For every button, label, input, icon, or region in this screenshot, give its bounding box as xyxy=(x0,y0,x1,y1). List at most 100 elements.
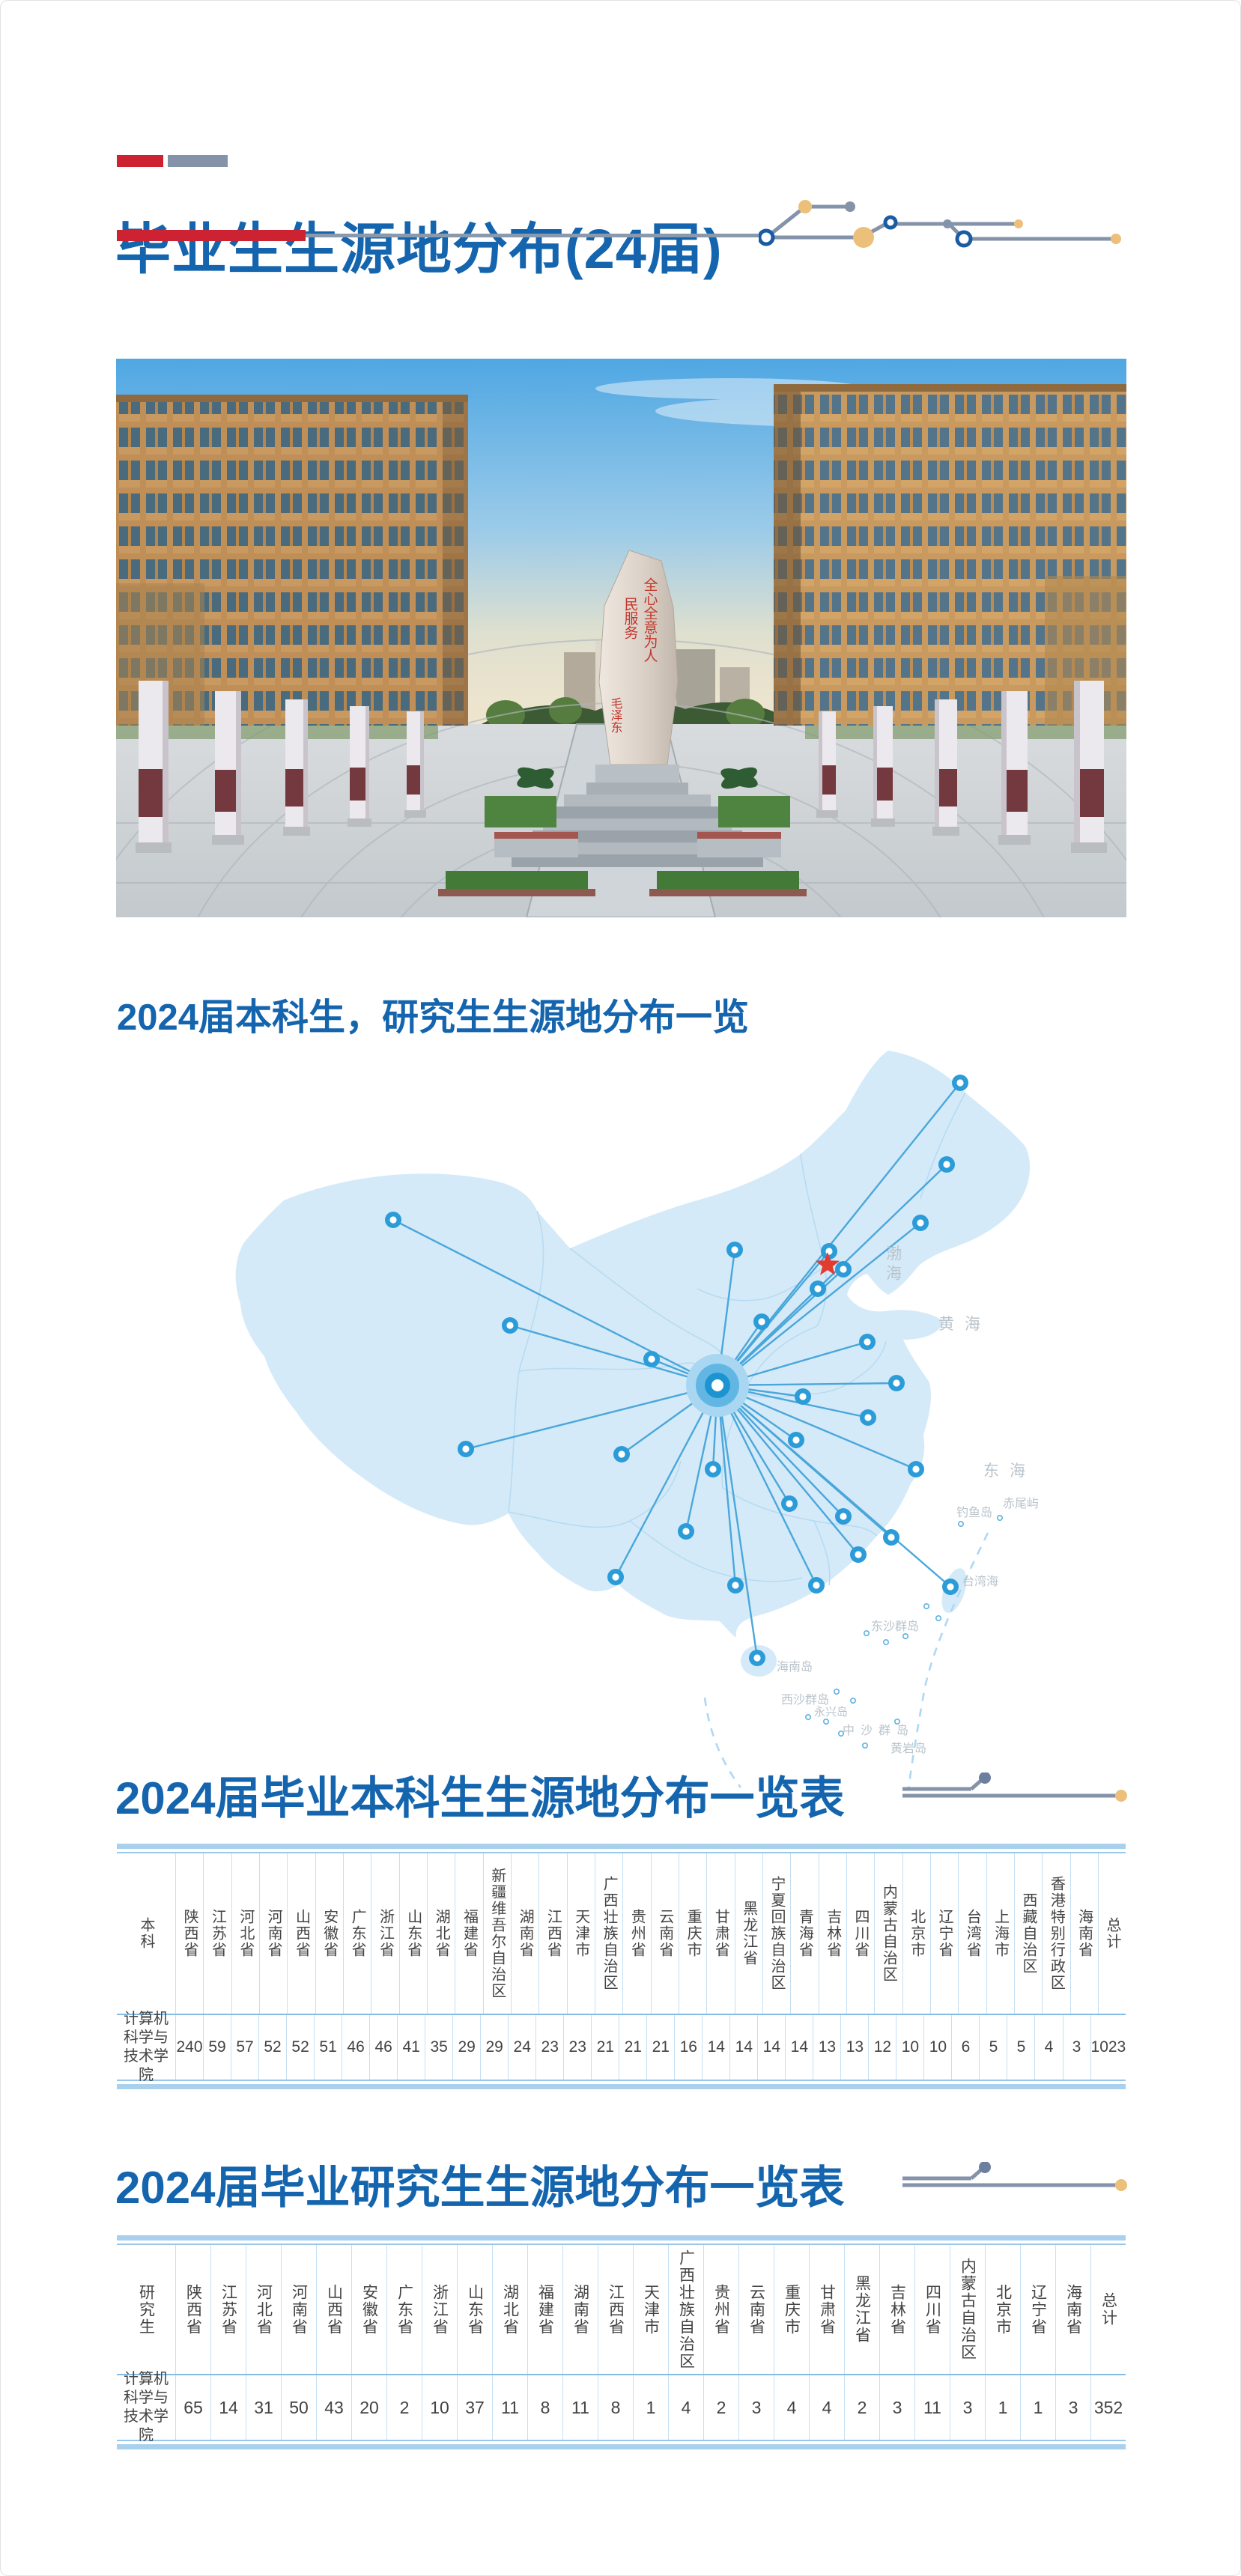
map-province-dot-core xyxy=(840,1266,847,1273)
table-cell-value: 23 xyxy=(563,2015,591,2080)
map-sea-label: 东沙群岛 xyxy=(871,1620,919,1633)
table-col-header: 浙江省 xyxy=(371,1853,398,2014)
monument-inscription-line2: 民服务 xyxy=(622,597,639,640)
table-cell-value: 52 xyxy=(286,2015,314,2080)
table-cell-value: 3 xyxy=(738,2375,774,2440)
photo-steps xyxy=(512,795,763,867)
photo-right-building xyxy=(774,384,1126,726)
table-col-header: 青海省 xyxy=(790,1853,818,2014)
map-province-dot-core xyxy=(855,1551,862,1558)
table-col-header: 宁夏回族自治区 xyxy=(762,1853,790,2014)
table-cell-value: 21 xyxy=(646,2015,674,2080)
map-sea-label: 台湾海 xyxy=(962,1575,998,1588)
map-islet xyxy=(958,1520,965,1527)
map-province-dot-core xyxy=(792,1436,800,1444)
map-capital-star xyxy=(815,1252,840,1275)
table-cell-value: 5 xyxy=(979,2015,1007,2080)
table-col-header: 黑龙江省 xyxy=(844,2245,879,2374)
map-sea-label: 东海 xyxy=(983,1462,1036,1480)
table-cell-value: 43 xyxy=(316,2375,351,2440)
map-dashed-boundary xyxy=(703,1532,989,1790)
table-cell-value: 16 xyxy=(674,2015,702,2080)
table-cell-value: 31 xyxy=(246,2375,281,2440)
map-province-dot-core xyxy=(943,1161,950,1168)
table-col-header: 海南省 xyxy=(1055,2245,1090,2374)
table-cell-value: 57 xyxy=(231,2015,258,2080)
map-province-dot-core xyxy=(864,1338,871,1346)
table-col-header: 山东省 xyxy=(398,1853,427,2014)
motif-orange-node-large xyxy=(853,227,874,248)
map-islet xyxy=(833,1688,840,1695)
photo-monument: 全心全意为人 民服务 毛泽东 xyxy=(586,550,688,795)
table-col-header: 总计 xyxy=(1090,2245,1126,2374)
photo-colonnade xyxy=(136,681,1107,853)
table-col-header: 贵州省 xyxy=(703,2245,738,2374)
table-cell-value: 24 xyxy=(508,2015,535,2080)
photo-planters xyxy=(438,767,807,896)
map-islet xyxy=(893,1718,900,1725)
map-province-dot-core xyxy=(618,1450,625,1458)
table-col-header: 吉林省 xyxy=(879,2245,914,2374)
table-cell-value: 6 xyxy=(951,2015,979,2080)
map-sea-label: 中沙群岛 xyxy=(843,1724,914,1737)
table-col-header: 天津市 xyxy=(566,1853,595,2014)
map-islet xyxy=(863,1629,870,1636)
table-cell-value: 2 xyxy=(703,2375,738,2440)
title-underline-gray xyxy=(306,234,766,237)
table-header-row: 本科 陕西省 江苏省 河北省 河南省 山西省 安徽省 广东省 浙江省 山东省 湖北省 福建省 新疆维吾尔… xyxy=(117,1853,1126,2015)
map-islet xyxy=(837,1730,844,1737)
map-sea-label: 黄海 xyxy=(938,1316,991,1333)
table-col-header: 上海市 xyxy=(986,1853,1014,2014)
table-row-header: 研究生 xyxy=(137,2283,155,2336)
motif-gray-node xyxy=(845,201,855,212)
table-col-header: 浙江省 xyxy=(422,2245,457,2374)
table-col-header: 湖北省 xyxy=(492,2245,527,2374)
table-cell-value: 8 xyxy=(527,2375,562,2440)
table-cell-value: 352 xyxy=(1090,2375,1126,2440)
table-col-header: 内蒙古自治区 xyxy=(950,2245,985,2374)
table-cell-value: 8 xyxy=(598,2375,633,2440)
map-province-dot-core xyxy=(731,1246,738,1254)
table-col-header: 广西壮族自治区 xyxy=(668,2245,703,2374)
table-col-header: 海南省 xyxy=(1069,1853,1098,2014)
table-cell-value: 51 xyxy=(314,2015,342,2080)
table-col-header: 重庆市 xyxy=(678,1853,706,2014)
map-sea-label: 永兴岛 xyxy=(814,1706,848,1719)
table-value-row: 计算机科学与技术学院 65 14 31 50 43 20 2 10 37 11 8 11 8 1 4 2 3 4 4 2… xyxy=(117,2371,1126,2443)
map-province-dot-core xyxy=(893,1379,900,1387)
china-map: 渤海 黄海 东海 赤尾屿 钓鱼岛 台湾海 东沙群岛 海南岛 西沙群岛 永兴岛 中沙群岛 黄岩岛 xyxy=(180,1042,1154,1798)
map-flow-line xyxy=(717,1222,921,1386)
table-cell-value: 2 xyxy=(844,2375,879,2440)
table-cell-value: 3 xyxy=(879,2375,914,2440)
table-col-header: 安徽省 xyxy=(351,2245,386,2374)
table-col-header: 福建省 xyxy=(527,2245,562,2374)
table-cell-value: 13 xyxy=(840,2015,868,2080)
table-col-header: 台湾省 xyxy=(958,1853,986,2014)
table-col-header: 西藏自治区 xyxy=(1013,1853,1042,2014)
table-col-header: 山西省 xyxy=(287,1853,315,2014)
table-cell-value: 240 xyxy=(175,2015,203,2080)
map-islet xyxy=(923,1603,929,1609)
table-col-header: 山东省 xyxy=(457,2245,492,2374)
map-flow-line xyxy=(392,1218,718,1387)
title-underline-red xyxy=(117,230,306,241)
table-cell-value: 10 xyxy=(422,2375,457,2440)
table-cell-value: 37 xyxy=(457,2375,492,2440)
table-col-header: 安徽省 xyxy=(315,1853,343,2014)
map-province-dot-core xyxy=(912,1465,920,1473)
table-col-header: 广东省 xyxy=(342,1853,371,2014)
table-col-header: 河南省 xyxy=(281,2245,316,2374)
map-province-dot-core xyxy=(840,1513,847,1520)
table-cell-value: 20 xyxy=(351,2375,386,2440)
map-flow-line xyxy=(717,1384,917,1471)
table-cell-value: 52 xyxy=(258,2015,286,2080)
table-cell-value: 46 xyxy=(342,2015,369,2080)
table-row-label: 计算机科学与技术学院 xyxy=(124,2011,169,2083)
table-cell-value: 13 xyxy=(813,2015,840,2080)
table2-title: 2024届毕业研究生生源地分布一览表 xyxy=(115,2163,845,2213)
table-col-header: 四川省 xyxy=(914,2245,950,2374)
table-col-header: 新疆维吾尔自治区 xyxy=(482,1853,511,2014)
map-flow-line xyxy=(716,1385,759,1659)
map-flow-line xyxy=(716,1385,737,1586)
map-sea-label: 黄岩岛 xyxy=(890,1742,926,1755)
